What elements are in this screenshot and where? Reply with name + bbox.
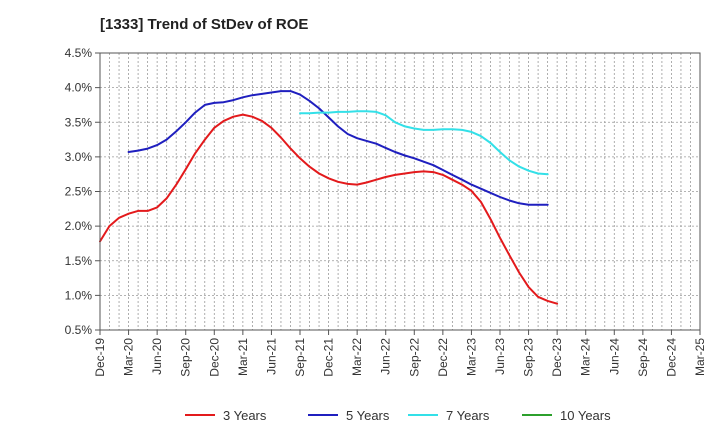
x-tick-label: Dec-21 [322, 338, 336, 377]
grid [99, 52, 701, 331]
x-tick-label: Dec-22 [436, 338, 450, 377]
x-axis-ticks: Dec-19 Mar-20 Jun-20 Sep-20 Dec-20 Mar-21 Jun-… [93, 330, 707, 377]
x-tick-label: Mar-20 [122, 338, 136, 376]
legend-label: 7 Years [446, 408, 490, 423]
x-tick-label: Mar-23 [464, 338, 478, 376]
x-tick-label: Dec-20 [207, 338, 221, 377]
x-tick-label: Jun-24 [607, 338, 621, 375]
x-tick-label: Dec-19 [93, 338, 107, 377]
y-tick-label: 4.5% [65, 46, 93, 60]
plot-frame [99, 52, 701, 331]
y-tick-label: 2.5% [65, 185, 93, 199]
x-tick-label: Dec-24 [664, 338, 678, 377]
y-tick-label: 3.5% [65, 115, 93, 129]
y-tick-label: 1.5% [65, 254, 93, 268]
x-tick-label: Mar-22 [350, 338, 364, 376]
x-tick-label: Mar-21 [236, 338, 250, 376]
y-tick-label: 1.0% [65, 288, 93, 302]
y-tick-label: 2.0% [65, 219, 93, 233]
x-tick-label: Dec-23 [550, 338, 564, 377]
series-line-2 [127, 90, 549, 206]
legend-label: 10 Years [560, 408, 611, 423]
x-tick-label: Sep-23 [522, 338, 536, 377]
series-line-1 [99, 113, 559, 305]
legend: 3 Years 5 Years 7 Years 10 Years [185, 408, 611, 423]
chart-title: [1333] Trend of StDev of ROE [100, 16, 308, 33]
legend-label: 3 Years [223, 408, 267, 423]
x-tick-label: Mar-24 [579, 338, 593, 376]
x-tick-label: Sep-21 [293, 338, 307, 377]
y-tick-label: 4.0% [65, 81, 93, 95]
x-tick-label: Jun-20 [150, 338, 164, 375]
legend-label: 5 Years [346, 408, 390, 423]
series-line-3 [299, 110, 549, 176]
y-tick-label: 0.5% [65, 323, 93, 337]
y-tick-label: 3.0% [65, 150, 93, 164]
series-lines [99, 90, 559, 305]
x-tick-label: Mar-25 [693, 338, 707, 376]
x-tick-label: Sep-24 [636, 338, 650, 377]
y-axis-ticks: 0.5% 1.0% 1.5% 2.0% 2.5% 3.0% 3.5% 4.0% 4.5% [65, 46, 100, 337]
x-tick-label: Sep-20 [179, 338, 193, 377]
x-tick-label: Jun-23 [493, 338, 507, 375]
x-tick-label: Jun-21 [264, 338, 278, 375]
x-tick-label: Jun-22 [379, 338, 393, 375]
x-tick-label: Sep-22 [407, 338, 421, 377]
